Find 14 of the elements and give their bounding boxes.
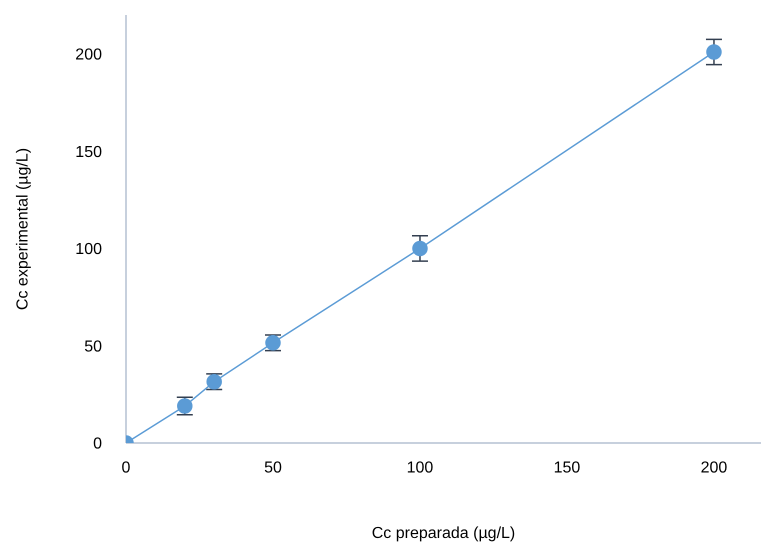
y-tick-label: 50 — [84, 338, 102, 356]
x-tick-label: 200 — [700, 459, 728, 476]
y-tick-label: 200 — [75, 46, 102, 64]
x-tick-label: 100 — [406, 459, 434, 476]
y-tick-label: 0 — [93, 436, 102, 453]
x-tick-label: 50 — [264, 459, 282, 476]
point — [412, 240, 428, 256]
x-tick-label: 150 — [554, 459, 580, 476]
y-tick-label: 150 — [75, 144, 102, 161]
y-axis-title: Cc experimental (µg/L) — [14, 148, 32, 310]
x-tick-label: 0 — [122, 459, 131, 476]
point — [706, 44, 722, 60]
y-tick-label: 100 — [75, 241, 102, 258]
x-axis-title: Cc preparada (µg/L) — [372, 525, 516, 542]
